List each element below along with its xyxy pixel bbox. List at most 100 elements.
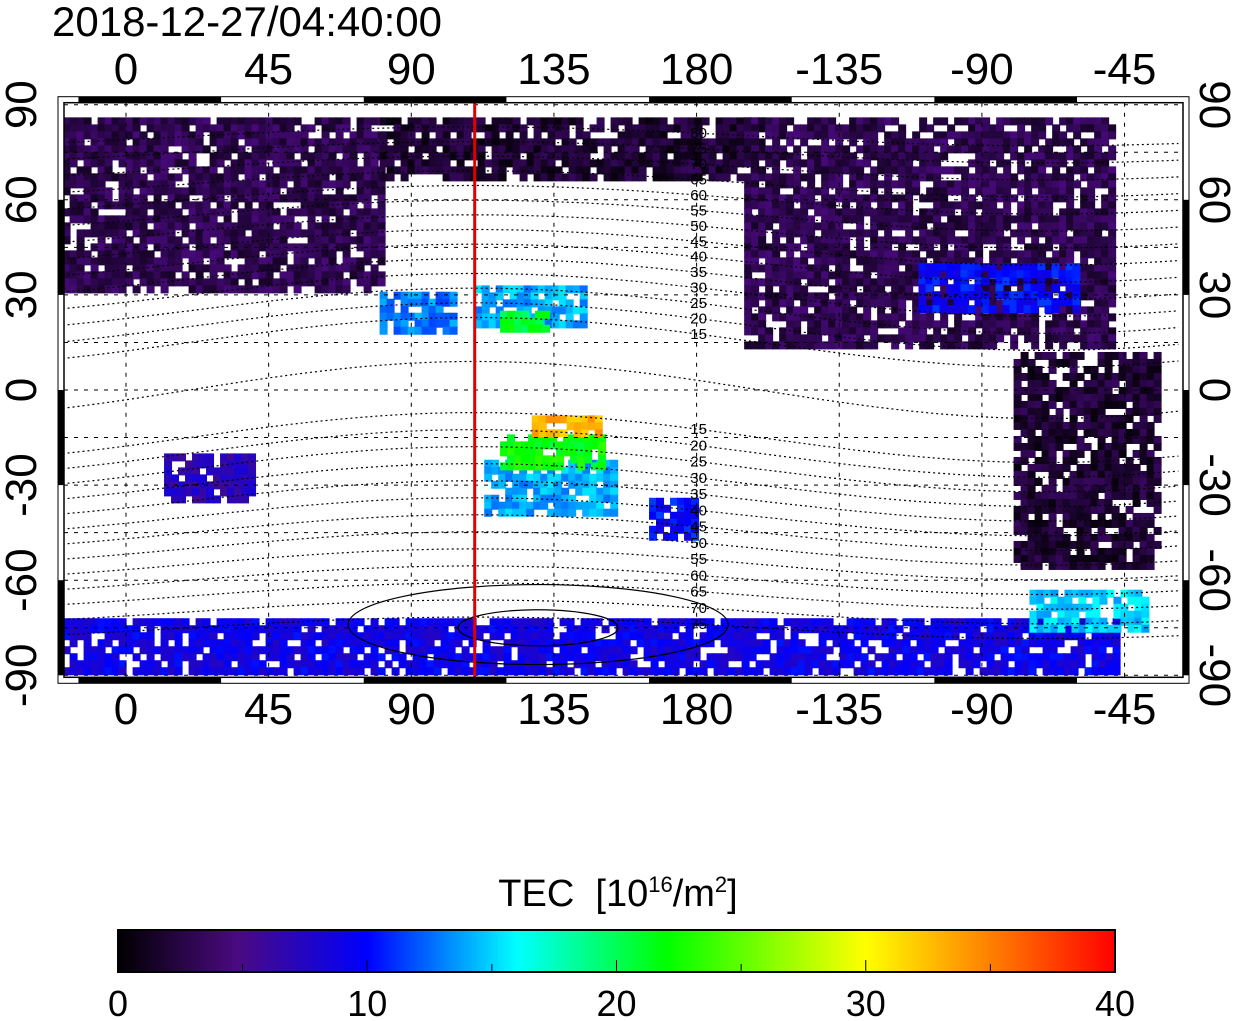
tec-region-new-guinea-hotspot xyxy=(531,415,603,438)
colorbar-label: TEC [1016/m2] xyxy=(498,872,737,915)
magnetic-latitude-contour xyxy=(64,616,1179,639)
contour-label: 80 xyxy=(690,125,707,142)
magnetic-latitude-contour xyxy=(64,126,1179,147)
border-segment xyxy=(58,390,64,486)
contour-label: 55 xyxy=(690,202,707,219)
border-segment xyxy=(649,677,792,684)
contour-label: 70 xyxy=(690,156,707,173)
colorbar-tick-label: 30 xyxy=(846,983,886,1021)
tec-region-east-asia-green xyxy=(500,310,551,333)
colorbar-tick-label: 10 xyxy=(347,983,387,1021)
magnetic-latitude-contour xyxy=(64,184,1179,215)
magnetic-latitude-contour xyxy=(64,548,1179,581)
top-longitude-ticks: 0 45 90 135 180 -135 -90 -45 xyxy=(114,45,1157,94)
left-latitude-tick-label: -60 xyxy=(0,548,46,612)
left-latitude-tick-label: -90 xyxy=(0,644,46,708)
magnetic-latitude-contour xyxy=(64,287,1179,334)
right-latitude-tick-label: 0 xyxy=(1190,378,1235,402)
border-segment xyxy=(1183,390,1189,486)
magnetic-latitude-contour xyxy=(64,412,1179,464)
magnetic-latitude-contour xyxy=(64,243,1179,283)
tec-region-antarctica xyxy=(64,618,1121,676)
tec-region-antarctic-peninsula xyxy=(1029,589,1150,633)
top-longitude-tick-label: 180 xyxy=(660,45,733,94)
contour-label: 55 xyxy=(690,551,707,568)
magnetic-latitude-contour xyxy=(64,170,1179,198)
border-segment xyxy=(78,96,222,103)
bottom-longitude-tick-label: -135 xyxy=(795,685,883,734)
contour-label: 35 xyxy=(690,486,707,503)
magnetic-latitude-contour xyxy=(64,155,1179,181)
tec-region-north-america-east xyxy=(918,263,1081,314)
contour-label: 35 xyxy=(690,264,707,281)
contour-label: 15 xyxy=(690,326,707,343)
contour-label: 20 xyxy=(690,437,707,454)
left-latitude-tick-label: 60 xyxy=(0,175,46,224)
magnetic-latitude-contour xyxy=(64,497,1179,537)
right-latitude-tick-label: -60 xyxy=(1190,548,1235,612)
contour-label: 70 xyxy=(690,600,707,617)
map-area: 8075706560555045403530252015152025303540… xyxy=(57,96,1190,684)
bottom-longitude-ticks: 0 45 90 135 180 -135 -90 -45 xyxy=(114,685,1157,734)
left-latitude-tick-label: -30 xyxy=(0,453,46,517)
contour-label: 50 xyxy=(690,535,707,552)
tec-region-siberia-north xyxy=(379,117,766,182)
contour-label: 75 xyxy=(690,616,707,633)
top-longitude-tick-label: -45 xyxy=(1093,45,1157,94)
left-latitude-tick-label: 0 xyxy=(0,378,46,402)
magnetic-latitude-contour xyxy=(64,429,1179,478)
magnetic-latitude-contour xyxy=(64,228,1179,266)
magnetic-latitude-contour xyxy=(64,531,1179,566)
top-longitude-tick-label: 90 xyxy=(387,45,436,94)
right-latitude-tick-label: -90 xyxy=(1190,644,1235,708)
tec-region-australia-north xyxy=(500,434,607,471)
contour-label: 40 xyxy=(690,249,707,266)
bottom-longitude-tick-label: -90 xyxy=(950,685,1014,734)
left-latitude-tick-label: 90 xyxy=(0,80,46,129)
border-segment xyxy=(934,677,1077,684)
top-longitude-tick-label: 0 xyxy=(114,45,138,94)
contour-label: 65 xyxy=(690,584,707,601)
magnetic-latitude-contour xyxy=(64,514,1179,552)
top-longitude-tick-label: -90 xyxy=(950,45,1014,94)
contour-label: 30 xyxy=(690,280,707,297)
contour-label: 65 xyxy=(690,171,707,188)
tec-region-south-america xyxy=(1013,351,1162,570)
bottom-longitude-tick-label: 90 xyxy=(387,685,436,734)
right-latitude-tick-label: 90 xyxy=(1190,80,1235,129)
contour-label: 30 xyxy=(690,470,707,487)
left-latitude-ticks: 90 60 30 0 -30 -60 -90 xyxy=(0,80,46,707)
border-segment xyxy=(1183,199,1189,295)
contour-label: 45 xyxy=(690,519,707,536)
magnetic-latitude-contour xyxy=(64,480,1179,522)
border-segment xyxy=(649,96,792,103)
colorbar-tick-label: 20 xyxy=(596,983,636,1021)
colorbar-tick-label: 40 xyxy=(1095,983,1135,1021)
contour-label: 25 xyxy=(690,454,707,471)
magnetic-latitude-contour xyxy=(64,582,1179,610)
border-segment xyxy=(58,580,64,676)
border-segment xyxy=(363,677,507,684)
colorbar-label-exponent: 16 xyxy=(648,872,672,897)
right-latitude-tick-label: 30 xyxy=(1190,270,1235,319)
colorbar-label-unit-exponent: 2 xyxy=(715,872,727,897)
tec-region-africa-south xyxy=(164,453,257,504)
contour-label: 40 xyxy=(690,502,707,519)
border-segment xyxy=(78,677,222,684)
tec-region-europe-asia-north xyxy=(64,117,386,294)
left-latitude-tick-label: 30 xyxy=(0,270,46,319)
colorbar-tick-label: 0 xyxy=(108,983,128,1021)
figure-title: 2018-12-27/04:40:00 xyxy=(52,0,442,45)
contour-label: 60 xyxy=(690,187,707,204)
right-latitude-tick-label: 60 xyxy=(1190,175,1235,224)
border-segment xyxy=(58,199,64,295)
bottom-longitude-tick-label: 0 xyxy=(114,685,138,734)
top-longitude-tick-label: 45 xyxy=(244,45,293,94)
colorbar-label-bracket: ] xyxy=(727,873,738,915)
tec-region-india xyxy=(379,291,458,335)
contour-label: 75 xyxy=(690,141,707,158)
right-latitude-tick-label: -30 xyxy=(1190,453,1235,517)
contour-label: 45 xyxy=(690,233,707,250)
magnetic-pole-contour xyxy=(457,609,619,647)
tec-region-new-zealand xyxy=(649,497,700,541)
